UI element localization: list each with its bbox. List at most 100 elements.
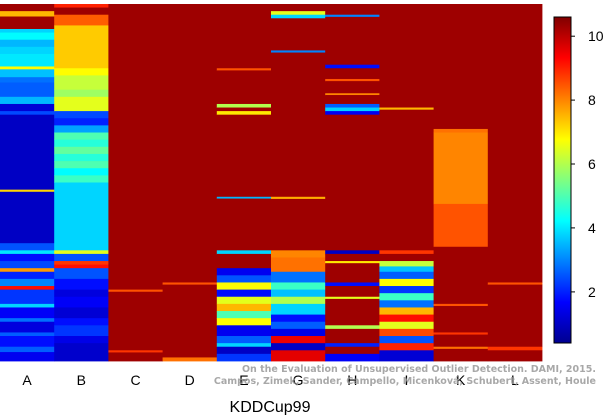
heatmap-cell — [216, 336, 272, 344]
x-tick-label: B — [77, 372, 86, 388]
heatmap-cell — [216, 198, 272, 251]
heatmap-cell — [54, 182, 109, 251]
heatmap-cell — [0, 321, 55, 333]
heatmap-cell — [0, 250, 55, 255]
heatmap-cell — [379, 314, 434, 323]
heatmap-cell — [271, 4, 326, 12]
heatmap-cell — [325, 286, 380, 298]
heatmap-cell — [325, 114, 380, 251]
x-tick-label: E — [239, 372, 248, 388]
heatmap-cell — [54, 253, 109, 262]
heatmap-cell — [216, 107, 272, 112]
heatmap-cell — [0, 11, 55, 17]
heatmap-cell — [325, 328, 380, 344]
heatmap-cell — [0, 77, 55, 83]
heatmap-cell — [325, 253, 380, 262]
heatmap-cell — [0, 318, 55, 323]
heatmap-cell — [433, 332, 489, 335]
heatmap-cell — [54, 7, 109, 16]
heatmap-cell — [216, 253, 272, 269]
heatmap-cell — [325, 4, 380, 16]
heatmap-cell — [0, 69, 55, 78]
heatmap-cell — [271, 336, 326, 344]
heatmap-cell — [0, 336, 55, 348]
heatmap-cell — [54, 250, 109, 255]
heatmap-cell — [0, 103, 55, 112]
x-tick-label: I — [405, 372, 409, 388]
heatmap-cell — [433, 334, 489, 348]
heatmap-cell — [271, 257, 326, 273]
heatmap-cell — [325, 68, 380, 80]
heatmap-cell — [379, 336, 434, 344]
heatmap-cell — [379, 321, 434, 330]
heatmap-cell — [54, 118, 109, 126]
heatmap-cell — [54, 161, 109, 169]
colorbar: 2 4 6 8 10 — [553, 16, 604, 344]
heatmap-cell — [216, 353, 272, 362]
heatmap-cell — [325, 111, 380, 116]
heatmap-cell — [0, 352, 55, 362]
heatmap-column-c — [108, 4, 163, 362]
heatmap-cell — [54, 264, 109, 269]
heatmap-cell — [54, 289, 109, 298]
heatmap-cell — [0, 39, 55, 48]
colorbar-tick-label: 4 — [588, 220, 596, 236]
heatmap-cell — [216, 296, 272, 305]
heatmap-cell — [271, 50, 326, 53]
credit-line: On the Evaluation of Unsupervised Outlie… — [242, 364, 596, 375]
heatmap-cell — [216, 68, 272, 71]
heatmap-cell — [0, 289, 55, 305]
x-tick-label: K — [456, 372, 466, 388]
x-tick-label: G — [293, 372, 304, 388]
heatmap-cell — [271, 18, 326, 51]
heatmap-column-e — [216, 4, 272, 362]
heatmap-cell — [216, 282, 272, 290]
heatmap-cell — [433, 246, 489, 305]
heatmap-cell — [54, 307, 109, 319]
heatmap-cell — [433, 4, 489, 130]
heatmap-cell — [0, 53, 55, 67]
heatmap-cell — [162, 282, 218, 285]
heatmap-cell — [379, 253, 434, 262]
heatmap-cell — [433, 303, 489, 307]
heatmap-cell — [54, 75, 109, 91]
heatmap-cell — [433, 132, 489, 205]
heatmap-cell — [0, 303, 55, 308]
heatmap-cell — [54, 268, 109, 280]
heatmap-cell — [433, 203, 489, 248]
heatmap-cell — [216, 318, 272, 326]
heatmap-cell — [54, 278, 109, 290]
x-axis-label: KDDCup99 — [230, 399, 311, 415]
heatmap-cell — [54, 318, 109, 326]
heatmap-cell — [271, 198, 326, 251]
heatmap-cell — [162, 4, 218, 283]
heatmap-cell — [108, 289, 163, 293]
heatmap-column-b — [54, 4, 109, 362]
heatmap-cell — [271, 343, 326, 351]
heatmap-cell — [216, 250, 272, 255]
heatmap-cell — [54, 325, 109, 337]
heatmap-cell — [108, 350, 163, 353]
heatmap-cell — [0, 191, 55, 244]
heatmap-cell — [54, 153, 109, 162]
heatmap-cell — [216, 325, 272, 337]
heatmap-cell — [0, 66, 55, 70]
heatmap-cell — [54, 296, 109, 308]
heatmap-cell — [54, 175, 109, 183]
heatmap-cell — [325, 282, 380, 287]
heatmap-cell — [271, 303, 326, 315]
heatmap-cell — [0, 96, 55, 105]
heatmap-cell — [108, 4, 163, 290]
heatmap-cell — [216, 275, 272, 283]
heatmap-cell — [0, 268, 55, 273]
heatmap-cell — [487, 346, 543, 351]
colorbar-tick-label: 10 — [588, 28, 604, 44]
x-tick-label: A — [22, 372, 32, 388]
heatmap-cell — [216, 4, 272, 69]
heatmap-cell — [325, 93, 380, 96]
heatmap-cell — [0, 307, 55, 319]
heatmap-cell — [271, 271, 326, 283]
heatmap-cell — [54, 336, 109, 344]
heatmap-cell — [325, 353, 380, 362]
